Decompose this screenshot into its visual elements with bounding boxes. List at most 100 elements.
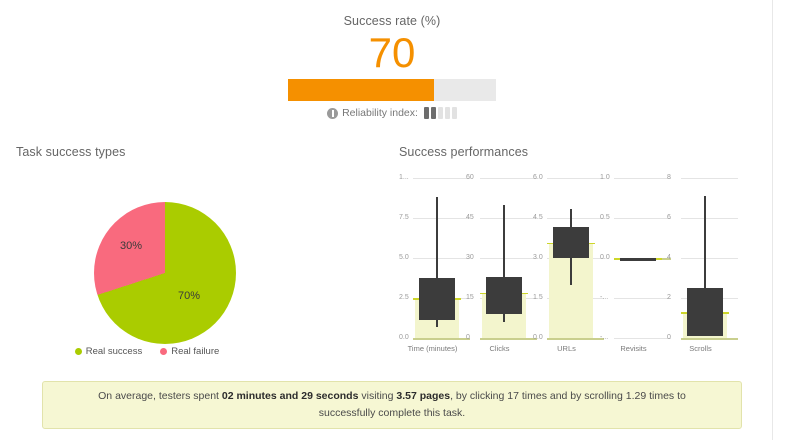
reliability-segment [423, 107, 429, 119]
axis-tick-label: -... [600, 294, 609, 301]
note-time-value: 02 minutes and 29 seconds [221, 390, 359, 402]
axis-tick-label: 5.0 [399, 254, 409, 261]
axis-tick-label: 1.5 [533, 294, 543, 301]
zero-baseline [413, 338, 470, 340]
axis-tick-label: 2.5 [399, 294, 409, 301]
boxplot-panel: 8 6 4 2 0 Scrolls [667, 174, 738, 360]
reliability-index-bars [423, 107, 457, 119]
axis-tick-label: 0.5 [600, 214, 610, 221]
gridline [413, 178, 470, 179]
boxplot-plot-area: 1... 7.5 5.0 2.5 0.0 [399, 174, 470, 341]
category-label: Clicks [489, 344, 510, 353]
task-success-types-chart: 70% 30% Real success Real failure [16, 170, 278, 370]
legend-dot-icon [74, 348, 82, 355]
whisker-line [503, 204, 505, 322]
summary-note-text: On average, testers spent 02 minutes and… [69, 388, 715, 422]
gridline [681, 178, 738, 179]
axis-tick-label: 0.0 [600, 254, 610, 261]
zero-baseline [547, 338, 604, 340]
success-rate-gauge: Success rate (%) 70 Reliability index: [288, 14, 496, 119]
pie-legend-item[interactable]: Real failure [160, 346, 219, 357]
axis-tick-label: 30 [466, 254, 474, 261]
axis-tick-label: 45 [466, 214, 474, 221]
category-label: URLs [557, 344, 576, 353]
success-rate-value: 70 [368, 29, 416, 76]
zero-baseline [480, 338, 537, 340]
task-success-types-title: Task success types [16, 145, 126, 159]
boxplot-plot-area: 1.0 0.5 0.0 -... -... [600, 174, 671, 341]
axis-tick-label: 0 [667, 334, 671, 341]
note-mid-2: , by clicking 17 times and by scrolling … [318, 390, 686, 419]
zero-baseline [681, 338, 738, 340]
axis-tick-label: 60 [466, 174, 474, 181]
reliability-segment [430, 107, 436, 119]
axis-tick-label: 4 [667, 254, 671, 261]
boxplot-plot-area: 60 45 30 15 0 [466, 174, 537, 341]
box-rect[interactable] [687, 288, 723, 336]
boxplot-panel: 1... 7.5 5.0 2.5 0.0 Time (minutes) [399, 174, 470, 360]
boxplot-plot-area: 6.0 4.5 3.0 1.5 0.0 [533, 174, 604, 341]
gridline [614, 218, 671, 219]
pie-legend: Real success Real failure [16, 346, 278, 357]
success-rate-title: Success rate (%) [343, 14, 441, 28]
gridline [547, 218, 604, 219]
note-pages-value: 3.57 pages [396, 390, 451, 402]
gridline [413, 258, 470, 259]
pie-legend-label: Real failure [171, 346, 220, 357]
gridline [480, 178, 537, 179]
axis-tick-label: -... [600, 334, 609, 341]
axis-tick-label: 0.0 [399, 334, 409, 341]
whisker-line [436, 197, 438, 327]
pie-legend-item[interactable]: Real success [74, 346, 142, 357]
reliability-segment [444, 107, 450, 119]
axis-tick-label: 2 [667, 294, 671, 301]
axis-tick-label: 1.0 [600, 174, 610, 181]
summary-note: On average, testers spent 02 minutes and… [42, 381, 742, 429]
box-rect[interactable] [419, 278, 455, 320]
axis-tick-label: 4.5 [533, 214, 543, 221]
gridline [480, 258, 537, 259]
success-rate-bar-track [288, 79, 496, 101]
success-performances-chart: 1... 7.5 5.0 2.5 0.0 Time (minutes) 60 45 30 15 0 C… [399, 174, 759, 360]
box-rect[interactable] [620, 258, 656, 261]
axis-tick-label: 15 [466, 294, 474, 301]
pie-slice-label-failure: 30% [120, 240, 143, 252]
boxplot-panel: 6.0 4.5 3.0 1.5 0.0 URLs [533, 174, 604, 360]
gridline [681, 258, 738, 259]
box-rect[interactable] [486, 276, 522, 314]
category-label: Scrolls [689, 344, 712, 353]
gridline [614, 338, 671, 339]
boxplot-panel: 1.0 0.5 0.0 -... -... Revisits [600, 174, 671, 360]
gridline [614, 178, 671, 179]
boxplot-plot-area: 8 6 4 2 0 [667, 174, 738, 341]
axis-tick-label: 3.0 [533, 254, 543, 261]
pie-slice-label-success: 70% [178, 290, 201, 302]
whisker-line [704, 196, 706, 336]
info-circle-icon[interactable] [327, 107, 339, 119]
gridline [480, 218, 537, 219]
reliability-segment [451, 107, 457, 119]
gridline [547, 178, 604, 179]
box-rect[interactable] [553, 227, 589, 258]
note-prefix: On average, testers spent [98, 390, 222, 402]
success-performances-title: Success performances [399, 145, 529, 159]
gridline [681, 218, 738, 219]
success-rate-bar-fill [288, 79, 434, 101]
boxplot-panel: 60 45 30 15 0 Clicks [466, 174, 537, 360]
note-mid-1: visiting [358, 390, 397, 402]
panel-divider [772, 0, 773, 440]
axis-tick-label: 8 [667, 174, 671, 181]
axis-tick-label: 6.0 [533, 174, 543, 181]
legend-dot-icon [160, 348, 168, 355]
reliability-index: Reliability index: [288, 107, 496, 119]
pie-chart [94, 202, 236, 344]
reliability-segment [437, 107, 443, 119]
axis-tick-label: 1... [399, 174, 409, 181]
gridline [614, 298, 671, 299]
reliability-index-label: Reliability index: [342, 107, 418, 119]
axis-tick-label: 0 [466, 334, 470, 341]
axis-tick-label: 0.0 [533, 334, 543, 341]
axis-tick-label: 6 [667, 214, 671, 221]
category-label: Time (minutes) [407, 344, 458, 353]
